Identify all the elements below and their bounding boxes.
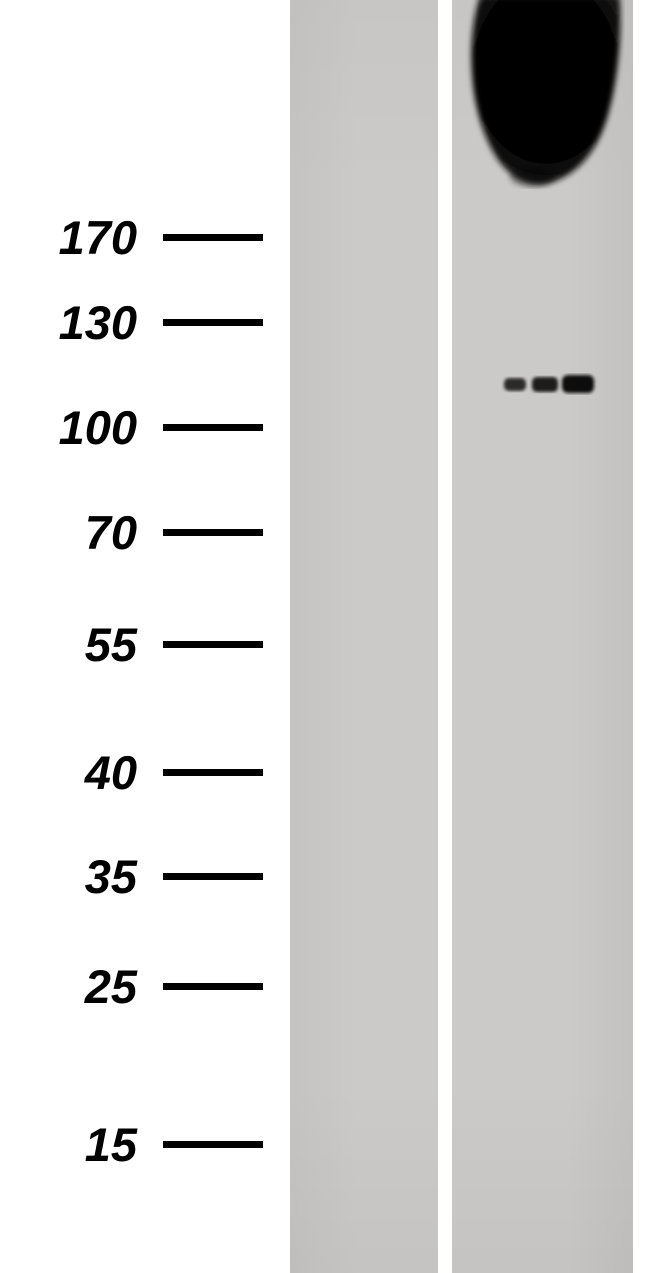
mw-label-170: 170 (59, 210, 137, 265)
mw-tick-15 (163, 1141, 263, 1148)
mw-tick-25 (163, 983, 263, 990)
mw-label-25: 25 (85, 959, 137, 1014)
mw-label-130: 130 (59, 295, 137, 350)
mw-tick-70 (163, 529, 263, 536)
mw-label-100: 100 (59, 400, 137, 455)
mw-tick-100 (163, 424, 263, 431)
mw-label-70: 70 (85, 505, 137, 560)
mw-tick-130 (163, 319, 263, 326)
mw-label-35: 35 (85, 849, 137, 904)
mw-tick-40 (163, 769, 263, 776)
mw-tick-55 (163, 641, 263, 648)
mw-label-55: 55 (85, 617, 137, 672)
mw-tick-35 (163, 873, 263, 880)
mw-label-15: 15 (85, 1117, 137, 1172)
mw-tick-170 (163, 234, 263, 241)
mw-label-40: 40 (85, 745, 137, 800)
blot-membrane (290, 0, 633, 1273)
lane-divider (438, 0, 452, 1273)
western-blot-figure: 170 130 100 70 55 40 35 25 15 (0, 0, 650, 1273)
band-high-mw-blob (460, 0, 625, 195)
band-115kda (500, 370, 600, 400)
